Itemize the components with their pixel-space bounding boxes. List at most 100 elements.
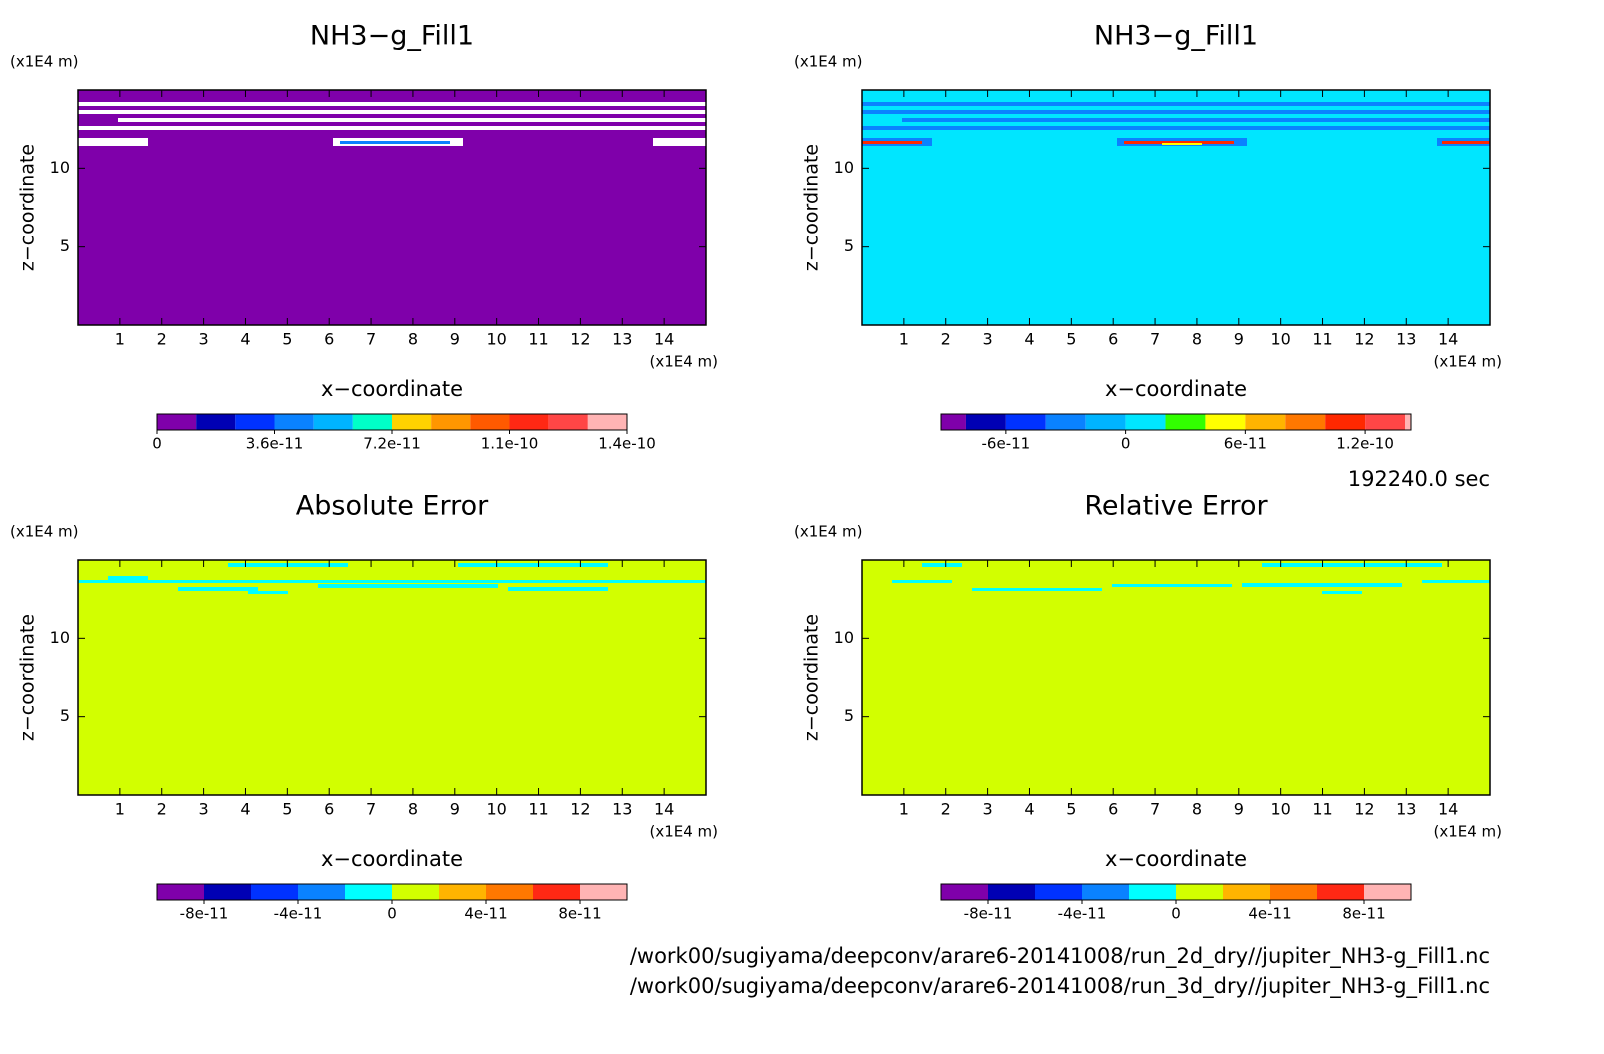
contour-band [1322,591,1362,594]
contour-band [178,587,258,591]
colorbar-band [533,884,580,900]
colorbar-tick-label: 3.6e-11 [246,435,304,453]
x-tick-label: 1 [899,330,909,349]
colorbar-tick-label: 8e-11 [1342,905,1385,923]
x-tick-label: 1 [115,800,125,819]
contour-field [862,90,1490,325]
colorbar-band [392,884,439,900]
x-tick-label: 6 [324,800,334,819]
file-path: /work00/sugiyama/deepconv/arare6-2014100… [630,944,1490,969]
colorbar-band [1270,884,1317,900]
x-tick-label: 9 [450,330,460,349]
colorbar-band [1205,414,1246,430]
colorbar-tick-label: -8e-11 [180,905,229,923]
y-tick-label: 5 [60,706,70,725]
x-tick-label: 12 [1354,330,1374,349]
x-tick-label: 4 [240,800,250,819]
contour-field [862,560,1490,795]
y-unit: (x1E4 m) [10,53,79,71]
x-tick-label: 3 [983,330,993,349]
x-tick-label: 10 [1270,330,1290,349]
colorbar-band [1325,414,1366,430]
colorbar-tick-label: -4e-11 [1058,905,1107,923]
y-tick-label: 10 [834,628,854,647]
contour-band [438,118,706,122]
contour-band [1242,583,1402,587]
contour-band [118,118,448,122]
x-tick-label: 10 [486,330,506,349]
contour-band [1442,141,1490,144]
x-tick-label: 7 [1150,330,1160,349]
colorbar-tick-label: 4e-11 [1248,905,1291,923]
contour-band [340,141,450,144]
panel-title: Relative Error [1084,491,1268,522]
x-tick-label: 3 [199,800,209,819]
x-tick-label: 4 [1024,330,1034,349]
x-tick-label: 12 [570,800,590,819]
x-tick-label: 2 [157,800,167,819]
colorbar-band [1035,884,1082,900]
x-tick-label: 6 [324,330,334,349]
colorbar-tick-label: 1.4e-10 [598,435,656,453]
x-tick-label: 3 [199,330,209,349]
contour-band [78,126,706,130]
colorbar-band [988,884,1035,900]
contour-band [653,138,706,146]
x-unit: (x1E4 m) [1433,823,1502,841]
contour-band [508,587,608,591]
x-tick-label: 8 [408,800,418,819]
x-label: x−coordinate [1105,377,1247,401]
x-tick-label: 4 [240,330,250,349]
x-tick-label: 2 [941,330,951,349]
colorbar-band [1364,884,1411,900]
x-tick-label: 2 [941,800,951,819]
contour-band [78,580,706,583]
x-tick-label: 14 [1438,330,1458,349]
y-tick-label: 5 [844,236,854,255]
colorbar-band [1085,414,1126,430]
x-tick-label: 7 [366,800,376,819]
y-tick-label: 5 [60,236,70,255]
colorbar-band [1365,414,1406,430]
y-unit: (x1E4 m) [794,53,863,71]
contour-band [862,102,1490,106]
colorbar-band [1125,414,1166,430]
contour-field [78,90,706,325]
contour-band [862,126,1490,130]
y-unit: (x1E4 m) [794,523,863,541]
contour-band [1222,118,1490,122]
colorbar-band [313,414,353,430]
x-label: x−coordinate [1105,847,1247,871]
colorbar-band [431,414,471,430]
plot-frame [861,89,1491,326]
x-tick-label: 9 [1234,800,1244,819]
x-tick-label: 13 [612,330,632,349]
colorbar-band [235,414,275,430]
contour-band [458,563,608,567]
x-tick-label: 6 [1108,330,1118,349]
x-tick-label: 7 [366,330,376,349]
contour-field [78,560,706,795]
x-tick-label: 5 [1066,800,1076,819]
colorbar-band [196,414,236,430]
contour-band [78,110,706,114]
contour-band [862,141,922,144]
x-label: x−coordinate [321,377,463,401]
contour-band [1262,563,1442,567]
panel-title: NH3−g_Fill1 [310,21,474,52]
colorbar-band [1245,414,1286,430]
panel-title: NH3−g_Fill1 [1094,21,1258,52]
colorbar-band [392,414,432,430]
contour-band [1112,584,1232,587]
x-tick-label: 3 [983,800,993,819]
colorbar-frame [940,413,1412,431]
x-tick-label: 6 [1108,800,1118,819]
colorbar-tick-label: 0 [152,435,162,453]
colorbar-band [587,414,627,430]
colorbar-band [251,884,298,900]
x-tick-label: 1 [899,800,909,819]
colorbar-band [298,884,345,900]
x-tick-label: 12 [1354,800,1374,819]
contour-band [108,576,148,581]
